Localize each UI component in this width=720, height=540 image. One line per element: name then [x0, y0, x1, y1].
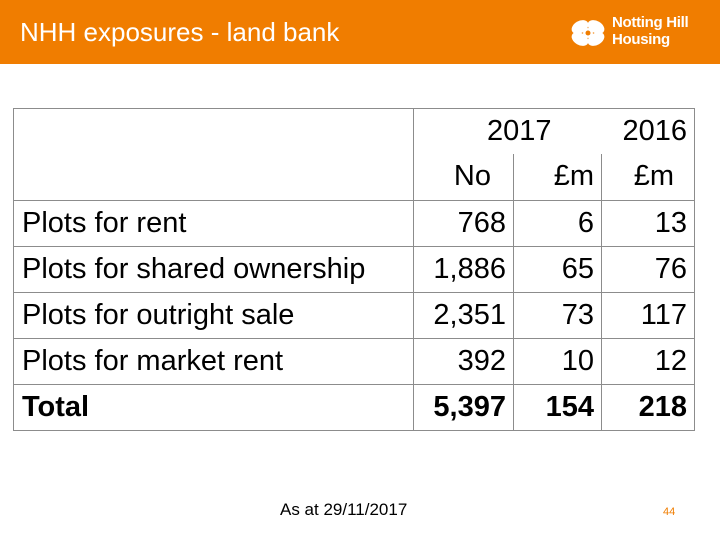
unit-no-header: No: [413, 154, 514, 201]
row-m2016-value: 12: [601, 337, 696, 385]
year-2016-header: 2016: [601, 108, 696, 155]
row-label: Plots for shared ownership: [13, 245, 414, 293]
logo-line-2: Housing: [612, 31, 670, 48]
row-no-value: 2,351: [413, 291, 514, 339]
row-m2017-value: 10: [512, 337, 603, 385]
table-header-row-units: No £m £m: [13, 154, 696, 201]
flower-logo-icon: [571, 20, 605, 46]
row-m2017-value: 65: [512, 245, 603, 293]
total-label: Total: [13, 383, 414, 431]
row-label: Plots for rent: [13, 199, 414, 247]
row-m2017-value: 6: [512, 199, 603, 247]
year-2017-header: 2017: [413, 108, 602, 155]
header-empty-cell: [13, 154, 414, 201]
row-label: Plots for market rent: [13, 337, 414, 385]
row-no-value: 1,886: [413, 245, 514, 293]
header-empty-cell: [13, 108, 414, 155]
slide-header: NHH exposures - land bank Notting Hill H…: [0, 0, 720, 64]
table-total-row: Total 5,397 154 218: [13, 383, 696, 431]
table-row: Plots for outright sale 2,351 73 117: [13, 291, 696, 339]
row-m2016-value: 117: [601, 291, 696, 339]
page-number: 44: [663, 506, 676, 518]
total-no-value: 5,397: [413, 383, 514, 431]
row-label: Plots for outright sale: [13, 291, 414, 339]
row-no-value: 392: [413, 337, 514, 385]
row-m2016-value: 13: [601, 199, 696, 247]
total-m2017-value: 154: [512, 383, 603, 431]
table-header-row-years: 2017 2016: [13, 108, 696, 155]
logo-text: Notting Hill Housing: [612, 14, 689, 48]
table-row: Plots for market rent 392 10 12: [13, 337, 696, 385]
total-m2016-value: 218: [601, 383, 696, 431]
row-m2016-value: 76: [601, 245, 696, 293]
unit-m-2017-header: £m: [512, 154, 603, 201]
as-at-date: As at 29/11/2017: [280, 500, 408, 519]
table-row: Plots for rent 768 6 13: [13, 199, 696, 247]
notting-hill-housing-logo: Notting Hill Housing: [568, 14, 708, 52]
table-row: Plots for shared ownership 1,886 65 76: [13, 245, 696, 293]
row-no-value: 768: [413, 199, 514, 247]
slide-title: NHH exposures - land bank: [20, 17, 340, 47]
logo-line-1: Notting Hill: [612, 14, 689, 31]
row-m2017-value: 73: [512, 291, 603, 339]
unit-m-2016-header: £m: [601, 154, 696, 201]
land-bank-table: 2017 2016 No £m £m Plots for rent 768 6 …: [13, 108, 696, 431]
